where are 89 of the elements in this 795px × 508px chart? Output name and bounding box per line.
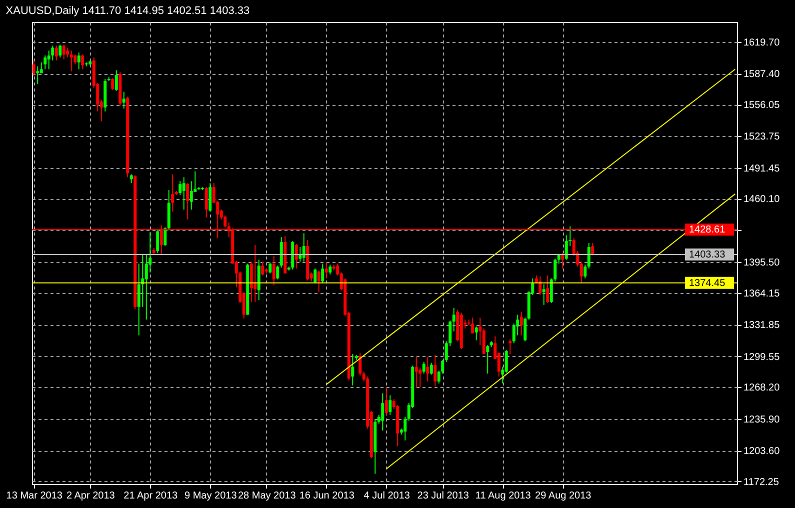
candlestick [208, 182, 212, 212]
candlestick [471, 317, 474, 334]
candlestick [358, 352, 362, 376]
y-tick-label: 1299.55 [744, 352, 780, 363]
candlestick [70, 50, 73, 72]
candlestick [422, 361, 426, 374]
candlestick [351, 353, 354, 386]
candlestick [186, 182, 190, 220]
x-tick-label: 4 Jul 2013 [364, 490, 410, 502]
x-tick-label: 11 Aug 2013 [475, 490, 532, 502]
candlestick [414, 356, 418, 388]
candlestick [204, 186, 208, 218]
candlestick [520, 311, 523, 336]
candlestick [430, 362, 433, 376]
candlestick [434, 354, 437, 387]
candlestick [171, 174, 174, 212]
candlestick [504, 350, 508, 374]
x-tick-label: 23 Jul 2013 [417, 490, 470, 502]
candlestick [54, 45, 58, 61]
candlestick [156, 230, 160, 254]
y-tick-label: 1395.50 [744, 258, 780, 269]
x-tick-label: 16 Jun 2013 [299, 490, 355, 502]
candlestick [268, 262, 272, 274]
y-tick-label: 1172.25 [744, 476, 780, 488]
candlestick [276, 265, 280, 280]
candlestick [474, 326, 478, 341]
candlestick [58, 44, 62, 58]
candlestick [254, 244, 257, 302]
candlestick [328, 264, 332, 275]
candlestick [542, 284, 546, 306]
y-tick-label: 1460.10 [744, 194, 780, 206]
x-tick-label: 21 Apr 2013 [124, 490, 178, 502]
y-tick-label: 1364.15 [744, 288, 780, 300]
candlestick [317, 270, 320, 293]
candlestick [280, 236, 283, 268]
candlestick [111, 78, 114, 90]
candlestick [314, 268, 317, 284]
candlestick [190, 180, 193, 210]
candlestick [178, 180, 182, 196]
candlestick [122, 91, 126, 110]
candlestick [324, 262, 328, 279]
y-tick-label: 1619.70 [744, 38, 780, 49]
candlestick [591, 242, 594, 256]
candlestick [77, 52, 80, 70]
x-tick-label: 28 May 2013 [238, 490, 296, 502]
candlestick [524, 317, 527, 342]
y-tick-label: 1587.40 [744, 69, 780, 80]
candlestick [81, 54, 84, 70]
candlestick [66, 47, 70, 58]
candlestick [584, 264, 587, 279]
candlestick [388, 394, 392, 416]
candlestick [482, 328, 486, 354]
candlestick [302, 232, 306, 262]
x-tick-label: 9 May 2013 [184, 490, 238, 502]
candlestick [261, 261, 264, 276]
candlestick [62, 44, 66, 60]
candlestick [452, 307, 456, 332]
x-tick-label: 13 Mar 2013 [6, 490, 63, 502]
y-tick-label: 1235.90 [744, 414, 780, 426]
candlestick [384, 386, 388, 416]
candlestick [546, 274, 550, 304]
candlestick [587, 242, 590, 270]
candlestick [486, 344, 490, 374]
candlestick [44, 54, 47, 70]
chart-title: XAUUSD,Daily 1411.70 1414.95 1402.51 1403.33 [6, 5, 250, 17]
ref-line-label: 1428.61 [689, 224, 726, 236]
y-tick-label: 1491.45 [744, 163, 780, 174]
candlestick [36, 66, 40, 84]
candlestick [321, 263, 324, 284]
candlestick [381, 392, 384, 432]
candlestick [426, 356, 430, 382]
candlestick [272, 255, 276, 286]
y-tick-label: 1268.20 [744, 382, 780, 394]
x-tick-label: 2 Apr 2013 [66, 490, 116, 502]
y-tick-label: 1556.05 [744, 100, 780, 112]
y-tick-label: 1203.60 [744, 446, 780, 458]
candlestick [404, 416, 407, 441]
ref-line-label: 1374.45 [689, 278, 726, 289]
x-tick-label: 29 Aug 2013 [535, 490, 592, 502]
candlestick [114, 70, 118, 92]
candlestick [294, 244, 298, 270]
candlestick [508, 338, 512, 354]
candlestick [32, 60, 36, 77]
candlestick [561, 252, 564, 270]
y-tick-label: 1331.85 [744, 320, 780, 332]
candlestick [182, 176, 186, 210]
candlestick [164, 226, 167, 246]
ref-line-label: 1403.33 [689, 249, 726, 260]
y-tick-label: 1523.75 [744, 132, 780, 143]
